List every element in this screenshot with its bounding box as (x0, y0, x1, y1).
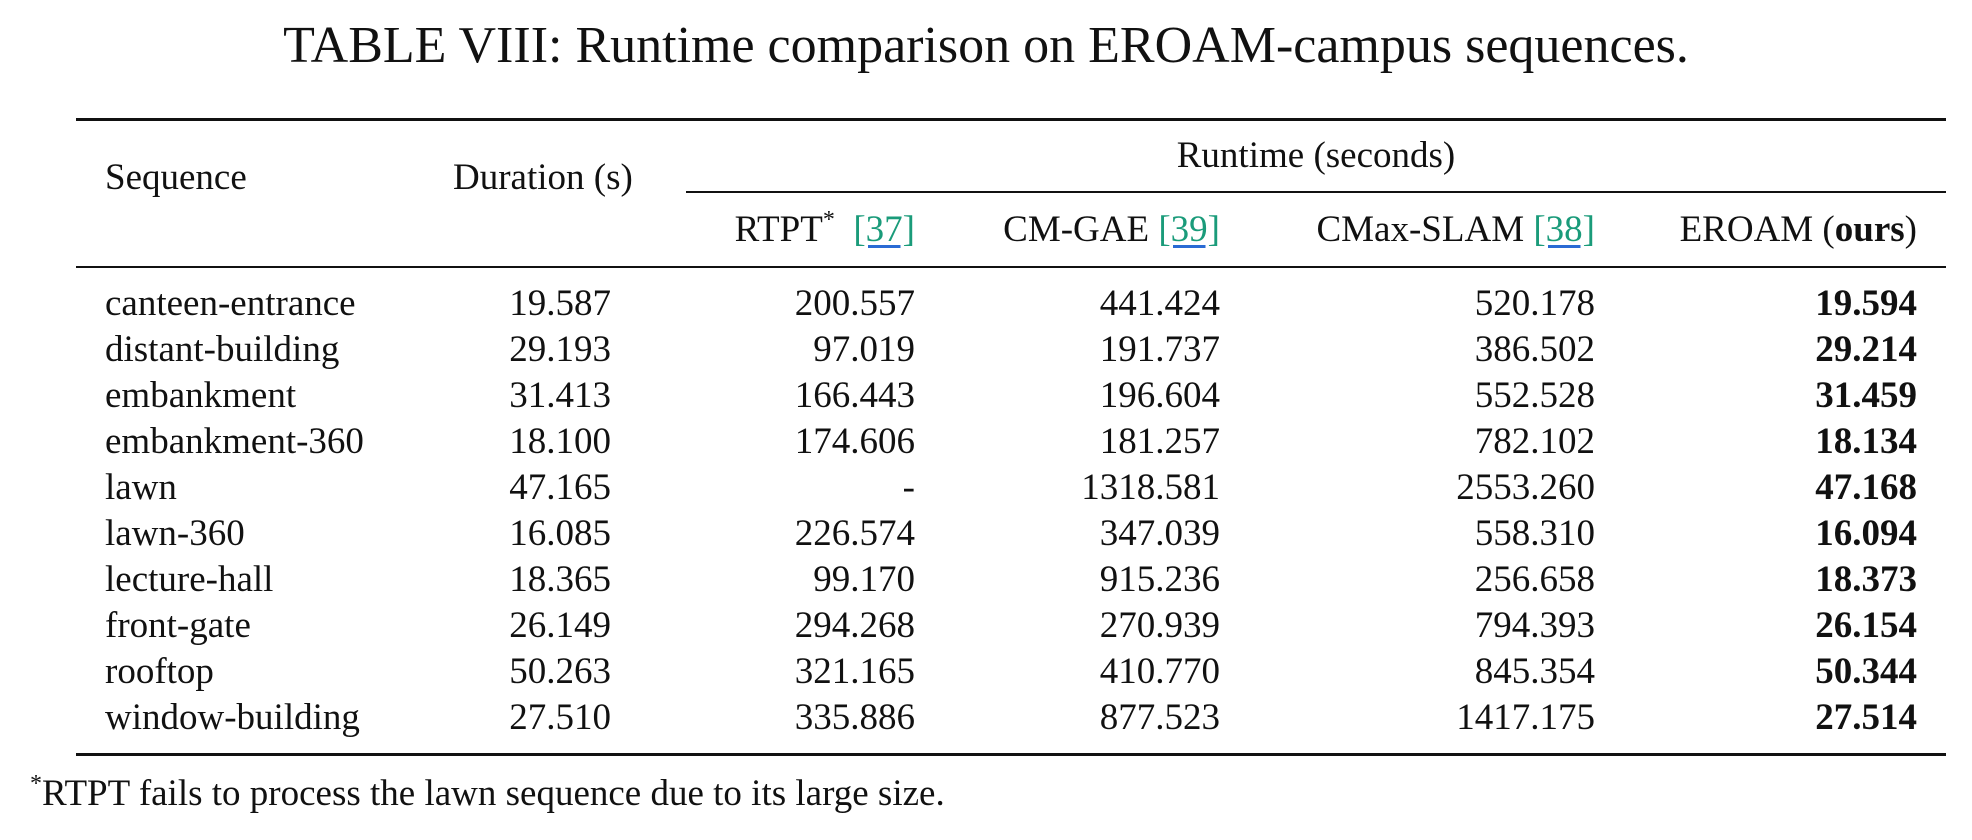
cell-sequence: window-building (105, 697, 360, 738)
cell-rtpt: 99.170 (813, 559, 915, 600)
cell-duration: 18.100 (509, 421, 611, 462)
cell-duration: 26.149 (509, 605, 611, 646)
cell-cmax: 845.354 (1474, 651, 1595, 692)
cell-sequence: embankment-360 (105, 421, 364, 462)
cell-eroam: 16.094 (1815, 513, 1917, 554)
method-cmgae-name: CM-GAE (1003, 209, 1150, 250)
cell-cmgae: 191.737 (1099, 329, 1220, 370)
cell-rtpt: 335.886 (794, 697, 915, 738)
cell-duration: 47.165 (509, 467, 611, 508)
footnote-marker: * (30, 771, 42, 797)
header-method-cmgae: CM-GAE [39] (940, 208, 1220, 252)
header-sequence: Sequence (105, 157, 247, 198)
cell-cmgae: 410.770 (1099, 651, 1220, 692)
runtime-subrule (686, 191, 1946, 193)
cell-eroam: 26.154 (1815, 605, 1917, 646)
cell-rtpt: - (902, 467, 915, 508)
citation-link-38[interactable]: [38] (1533, 209, 1595, 250)
method-rtpt-marker: * (822, 207, 835, 233)
cell-rtpt: 321.165 (794, 651, 915, 692)
header-rule (76, 266, 1946, 268)
cell-cmax: 782.102 (1474, 421, 1595, 462)
header-duration: Duration (s) (453, 157, 633, 198)
table-caption: TABLE VIII: Runtime comparison on EROAM-… (283, 17, 1689, 74)
cell-rtpt: 200.557 (794, 283, 915, 324)
cell-eroam: 18.134 (1815, 421, 1917, 462)
cell-rtpt: 226.574 (794, 513, 915, 554)
cell-sequence: embankment (105, 375, 297, 416)
cell-rtpt: 174.606 (794, 421, 915, 462)
cell-cmax: 256.658 (1474, 559, 1595, 600)
cell-cmgae: 181.257 (1099, 421, 1220, 462)
citation-link-37[interactable]: [37] (853, 209, 915, 250)
method-eroam-close: ) (1904, 209, 1917, 250)
cell-cmgae: 196.604 (1099, 375, 1220, 416)
cell-cmgae: 915.236 (1099, 559, 1220, 600)
cell-cmax: 386.502 (1474, 329, 1595, 370)
cell-cmax: 552.528 (1474, 375, 1595, 416)
cell-cmax: 1417.175 (1456, 697, 1595, 738)
cell-rtpt: 166.443 (794, 375, 915, 416)
cell-eroam: 31.459 (1815, 375, 1917, 416)
method-eroam-name: EROAM ( (1679, 209, 1835, 250)
cell-eroam: 18.373 (1815, 559, 1917, 600)
header-method-cmax: CMax-SLAM [38] (1250, 208, 1595, 252)
cell-cmgae: 877.523 (1099, 697, 1220, 738)
cell-cmgae: 1318.581 (1081, 467, 1220, 508)
cell-cmgae: 270.939 (1099, 605, 1220, 646)
cell-cmgae: 441.424 (1099, 283, 1220, 324)
cell-eroam: 29.214 (1815, 329, 1917, 370)
cell-duration: 31.413 (509, 375, 611, 416)
header-runtime-group: Runtime (seconds) (1176, 135, 1456, 176)
method-eroam-ours: ours (1834, 209, 1905, 250)
footnote-text: RTPT fails to process the lawn sequence … (42, 773, 945, 814)
table-footnote: *RTPT fails to process the lawn sequence… (30, 772, 945, 816)
header-method-eroam: EROAM (ours) (1620, 208, 1917, 252)
cell-sequence: canteen-entrance (105, 283, 356, 324)
cell-duration: 16.085 (509, 513, 611, 554)
cell-duration: 27.510 (509, 697, 611, 738)
cell-duration: 50.263 (509, 651, 611, 692)
cell-eroam: 50.344 (1815, 651, 1917, 692)
citation-link-39[interactable]: [39] (1158, 209, 1220, 250)
cell-sequence: lecture-hall (105, 559, 274, 600)
top-rule (76, 118, 1946, 121)
bottom-rule (76, 753, 1946, 756)
cell-sequence: rooftop (105, 651, 214, 692)
cell-duration: 18.365 (509, 559, 611, 600)
method-cmax-name: CMax-SLAM (1316, 209, 1525, 250)
cell-duration: 19.587 (509, 283, 611, 324)
cell-sequence: lawn-360 (105, 513, 245, 554)
cell-sequence: lawn (105, 467, 177, 508)
cell-cmax: 794.393 (1474, 605, 1595, 646)
header-method-rtpt: RTPT* [37] (690, 208, 915, 252)
cell-rtpt: 294.268 (794, 605, 915, 646)
cell-duration: 29.193 (509, 329, 611, 370)
cell-eroam: 27.514 (1815, 697, 1917, 738)
cell-sequence: front-gate (105, 605, 251, 646)
cell-cmax: 2553.260 (1456, 467, 1595, 508)
cell-eroam: 19.594 (1815, 283, 1917, 324)
method-rtpt-name: RTPT (734, 209, 823, 250)
cell-eroam: 47.168 (1815, 467, 1917, 508)
cell-cmax: 558.310 (1474, 513, 1595, 554)
cell-sequence: distant-building (105, 329, 340, 370)
cell-cmgae: 347.039 (1099, 513, 1220, 554)
cell-cmax: 520.178 (1474, 283, 1595, 324)
cell-rtpt: 97.019 (813, 329, 915, 370)
